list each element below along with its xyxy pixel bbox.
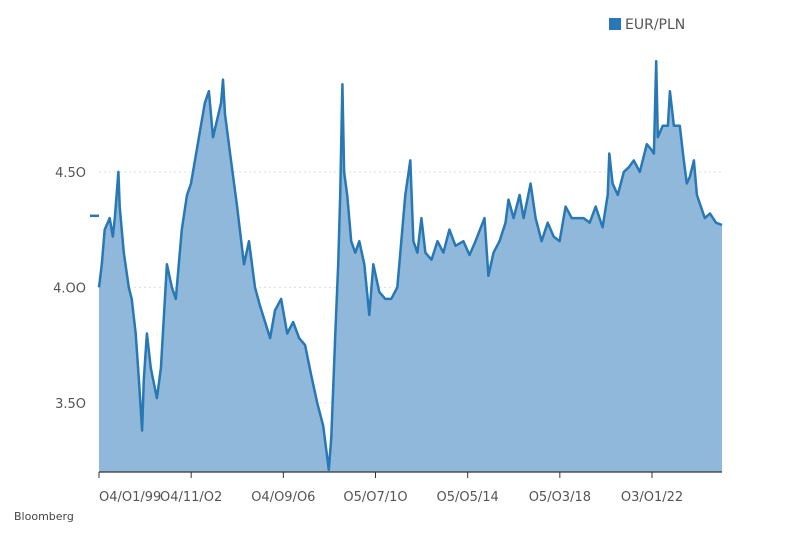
x-tick-label-4: O5/O5/14: [437, 490, 499, 505]
x-tick-label-5: O5/O3/18: [529, 490, 591, 505]
x-tick-label-2: O4/O9/O6: [251, 490, 315, 505]
eurpln-series-line: [97, 59, 723, 471]
source-credit: Bloomberg: [14, 510, 74, 523]
x-tick-label-6: O3/O1/22: [621, 490, 683, 505]
x-tick-label-3: O5/O7/1O: [343, 490, 407, 505]
y-axis-ticks: 3.5O 4.OO 4.5O: [53, 166, 86, 412]
y-tick-label-2: 4.5O: [55, 166, 86, 181]
eurpln-area-fill: [99, 61, 722, 472]
legend-label-eurpln: EUR/PLN: [625, 17, 685, 33]
y-tick-label-1: 4.OO: [53, 281, 86, 296]
legend-swatch-eurpln: [609, 18, 621, 30]
legend: EUR/PLN: [609, 17, 685, 33]
y-tick-label-0: 3.5O: [55, 397, 86, 412]
x-tick-label-0: O4/O1/99: [99, 490, 161, 505]
x-tick-label-1: O4/11/O2: [160, 490, 222, 505]
